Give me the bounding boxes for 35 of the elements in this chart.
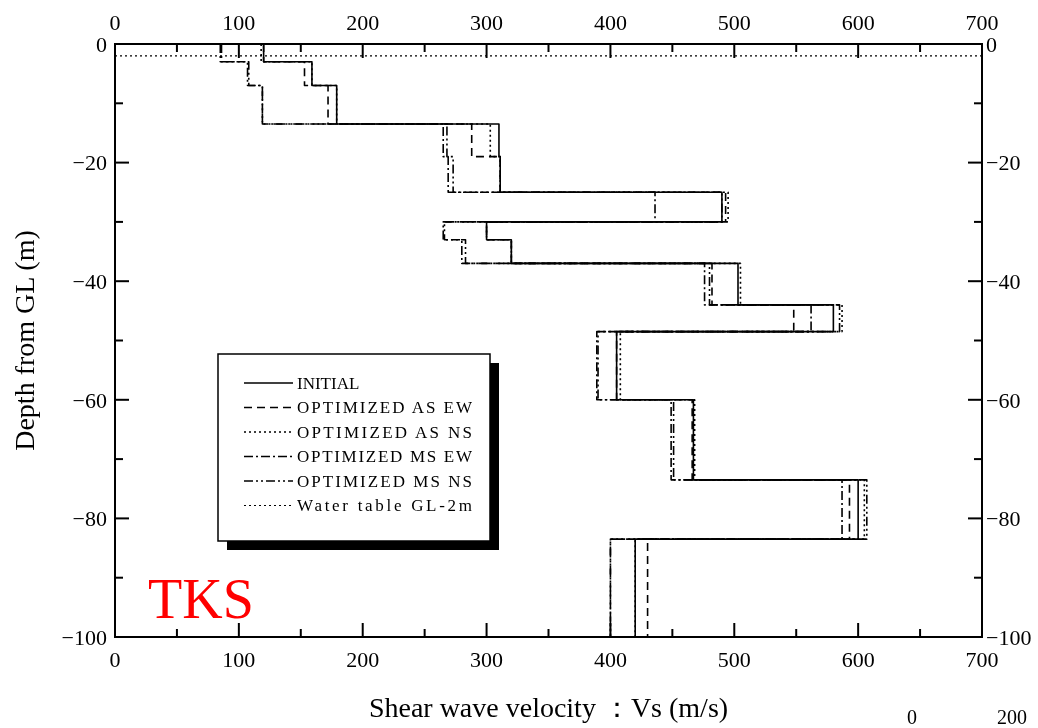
y-tick-label: −20 — [72, 150, 107, 176]
x-tick-label: 100 — [222, 10, 256, 35]
x2-tick-label: 200 — [346, 647, 380, 672]
x2-tick-label: 500 — [717, 647, 751, 672]
y2-tick-label: −60 — [986, 387, 1021, 413]
x-tick-label: 200 — [346, 10, 380, 35]
legend-label: INITIAL — [297, 373, 360, 393]
text: 200 — [997, 706, 1027, 728]
x2-tick-label: 700 — [965, 647, 999, 672]
legend-label: OPTIMIZED AS EW — [297, 398, 473, 418]
legend-label: OPTIMIZED MS NS — [297, 471, 472, 491]
y2-tick-label: −20 — [986, 150, 1021, 176]
legend-label: Water table GL-2m — [297, 496, 472, 516]
x-tick-label: 600 — [841, 10, 875, 35]
x2-tick-label: 600 — [841, 647, 875, 672]
y-axis-title: Depth from GL (m) — [9, 230, 40, 451]
text: 0 — [907, 706, 917, 728]
x-tick-label: 500 — [717, 10, 751, 35]
y2-tick-label: −40 — [986, 268, 1021, 294]
y2-tick-label: −100 — [986, 624, 1032, 650]
x-tick-label: 300 — [470, 10, 504, 35]
x-axis-title: Shear wave velocity ：Vs (m/s) — [368, 692, 729, 723]
legend-label: OPTIMIZED MS EW — [297, 447, 473, 467]
y-tick-label: −100 — [61, 624, 107, 650]
x2-tick-label: 300 — [470, 647, 504, 672]
y-tick-label: −60 — [72, 387, 107, 413]
annotation: TKS — [148, 568, 254, 630]
y2-tick-label: −80 — [986, 506, 1021, 532]
y-tick-label: −80 — [72, 506, 107, 532]
x2-tick-label: 400 — [593, 647, 627, 672]
x-tick-label: 400 — [593, 10, 627, 35]
x2-tick-label: 100 — [222, 647, 256, 672]
legend-label: OPTIMIZED AS NS — [297, 422, 472, 442]
y-tick-label: −40 — [72, 268, 107, 294]
y-tick-label: 0 — [96, 31, 107, 57]
